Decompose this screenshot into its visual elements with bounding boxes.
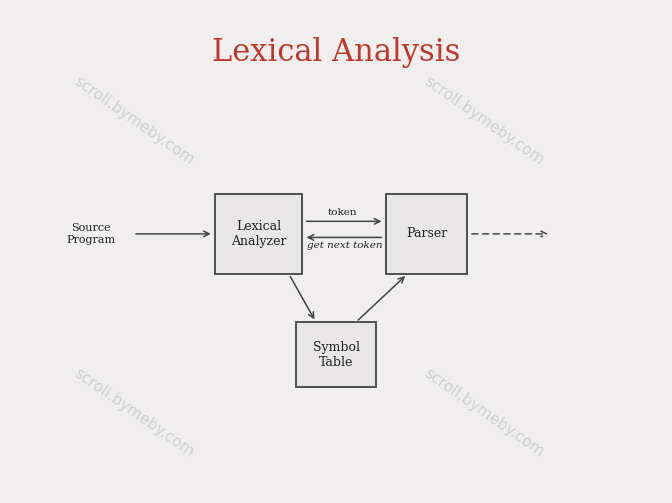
Text: Parser: Parser [406,227,448,240]
Text: Lexical
Analyzer: Lexical Analyzer [231,220,286,248]
Text: Source
Program: Source Program [66,223,116,244]
Text: scroll.bymeby.com: scroll.bymeby.com [421,73,546,168]
Text: scroll.bymeby.com: scroll.bymeby.com [72,365,197,460]
FancyBboxPatch shape [215,194,302,274]
FancyBboxPatch shape [386,194,467,274]
Text: get next token: get next token [307,241,382,250]
Text: scroll.bymeby.com: scroll.bymeby.com [72,73,197,168]
Text: scroll.bymeby.com: scroll.bymeby.com [421,365,546,460]
Text: Lexical Analysis: Lexical Analysis [212,37,460,68]
Text: Symbol
Table: Symbol Table [312,341,360,369]
FancyBboxPatch shape [296,322,376,387]
Text: token: token [328,208,358,217]
